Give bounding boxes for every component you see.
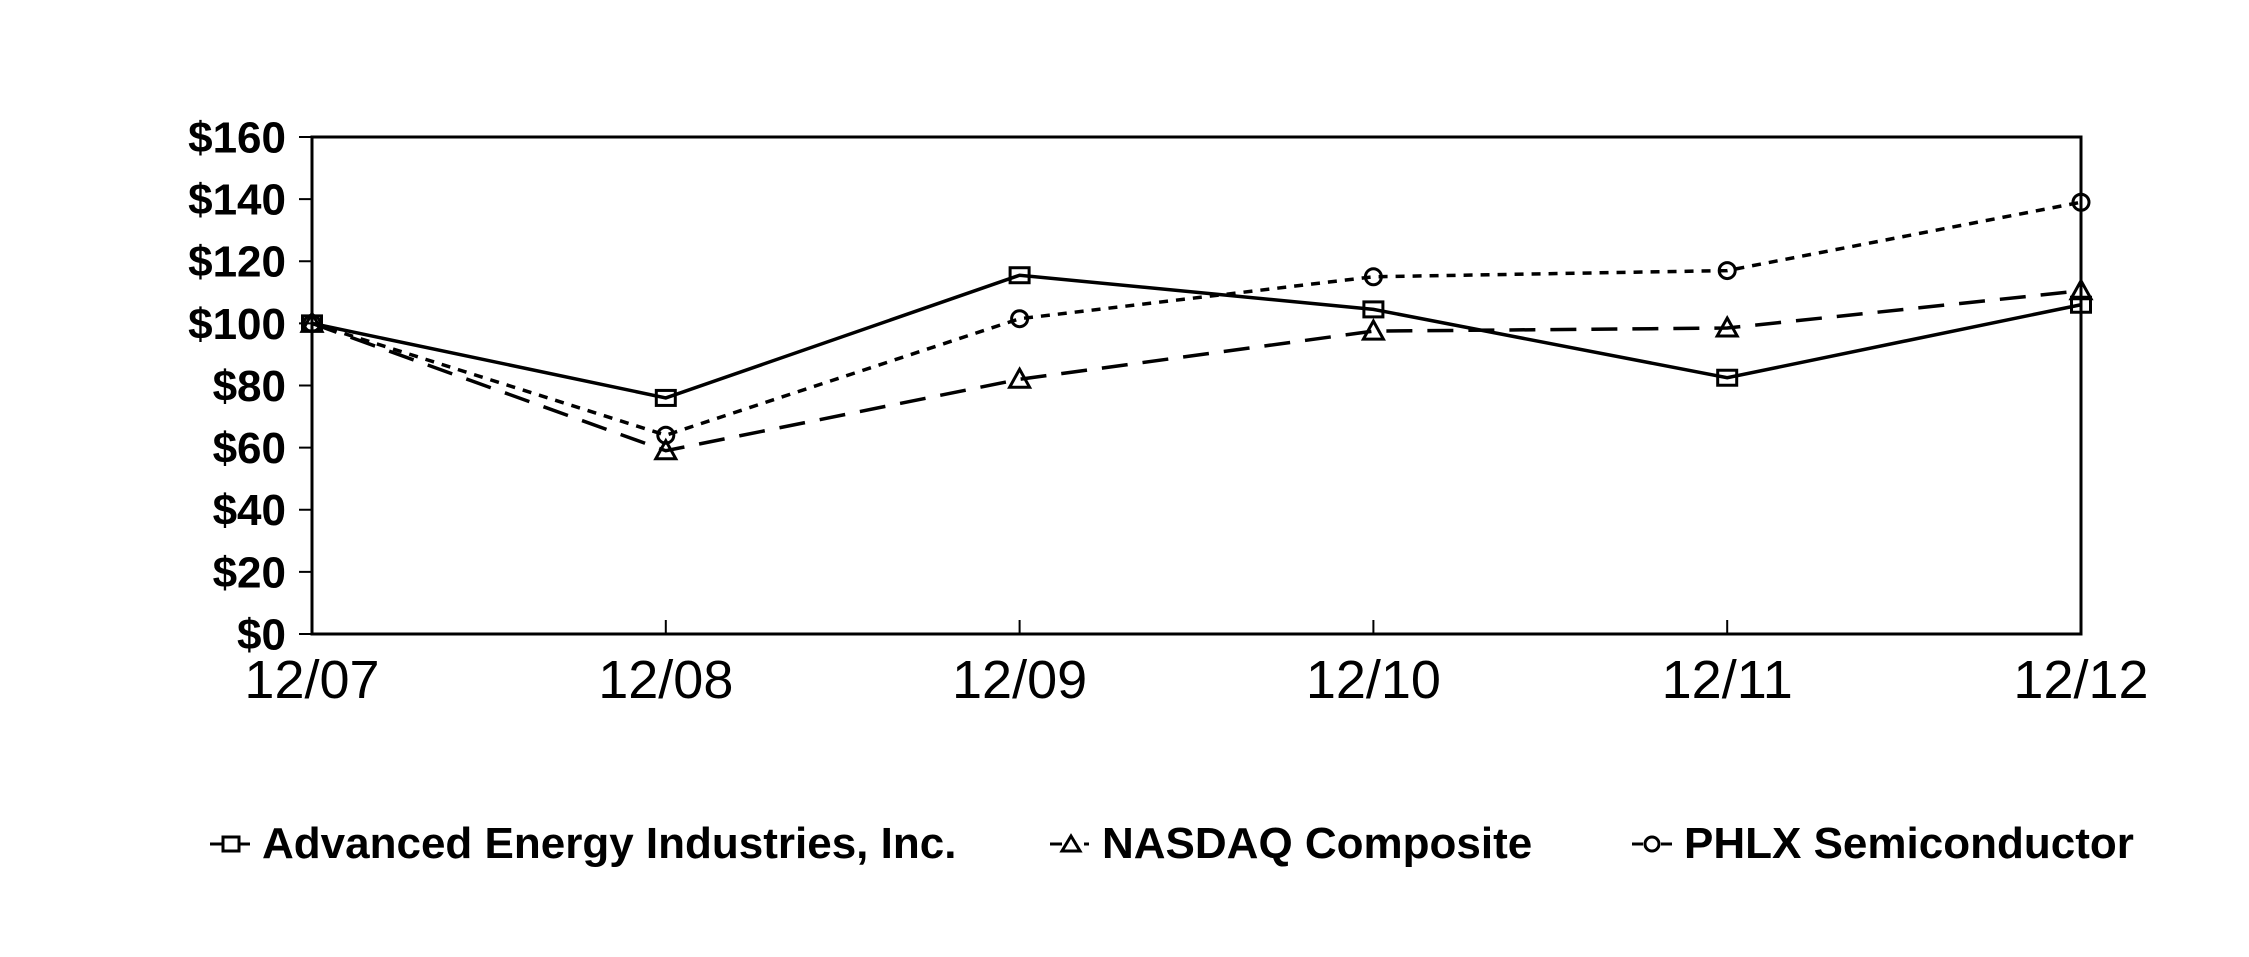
- series-line-0: [311, 273, 2082, 400]
- square-marker-icon: [1008, 266, 1031, 285]
- x-axis-tick-label: 12/11: [1662, 650, 1793, 710]
- y-axis-tick-label: $160: [188, 113, 286, 162]
- square-marker-icon: [1716, 368, 1739, 387]
- triangle-marker-icon: [1360, 318, 1386, 341]
- y-axis-tick-label: $20: [213, 548, 286, 597]
- legend-label-nasdaq-composite: NASDAQ Composite: [1102, 819, 1533, 868]
- square-marker-icon: [210, 835, 250, 853]
- legend-item-advanced-energy: Advanced Energy Industries, Inc.: [210, 808, 956, 880]
- x-axis-tick-label: 12/08: [598, 650, 733, 710]
- legend-item-phlx-semiconductor: PHLX Semiconductor: [1632, 808, 2134, 880]
- x-axis-tick-label: 12/10: [1306, 650, 1441, 710]
- circle-marker-icon: [1010, 309, 1030, 329]
- y-axis-tick-label: $60: [213, 424, 286, 473]
- legend-item-nasdaq-composite: NASDAQ Composite: [1050, 808, 1532, 880]
- legend-label-advanced-energy: Advanced Energy Industries, Inc.: [262, 819, 957, 868]
- circle-marker-icon: [656, 425, 676, 445]
- circle-marker-icon: [2071, 192, 2091, 212]
- circle-marker-icon: [302, 313, 322, 333]
- y-axis-tick-label: $0: [237, 610, 286, 659]
- legend-label-phlx-semiconductor: PHLX Semiconductor: [1684, 819, 2134, 868]
- series-line-1: [311, 289, 2082, 453]
- performance-line-chart: $0 $20 $40 $60 $80 $100 $120 $140 $160 12/07 12/08…: [188, 113, 2148, 710]
- series-line-2: [311, 200, 2082, 438]
- circle-marker-icon: [1632, 835, 1672, 853]
- y-axis-tick-label: $80: [213, 362, 286, 411]
- circle-marker-icon: [1717, 261, 1737, 281]
- chart-legend: Advanced Energy Industries, Inc. NASDAQ …: [0, 808, 2249, 880]
- square-marker-icon: [1362, 300, 1385, 319]
- square-marker-icon: [2070, 295, 2092, 314]
- x-axis-tick-label: 12/07: [244, 650, 379, 710]
- y-axis-tick-label: $40: [213, 486, 286, 535]
- x-axis-tick-label: 12/09: [952, 650, 1087, 710]
- triangle-marker-icon: [653, 437, 679, 461]
- square-marker-icon: [654, 388, 677, 407]
- triangle-marker-icon: [1007, 366, 1033, 389]
- triangle-marker-icon: [2068, 277, 2094, 301]
- y-axis-tick-label: $120: [188, 238, 286, 287]
- x-axis-tick-label: 12/12: [2013, 650, 2148, 710]
- y-axis-tick-label: $100: [188, 300, 286, 349]
- triangle-marker-icon: [1050, 833, 1089, 853]
- triangle-marker-icon: [1714, 314, 1740, 338]
- y-axis-tick-label: $140: [188, 176, 286, 225]
- plot-frame: [310, 135, 2083, 636]
- circle-marker-icon: [1363, 267, 1383, 287]
